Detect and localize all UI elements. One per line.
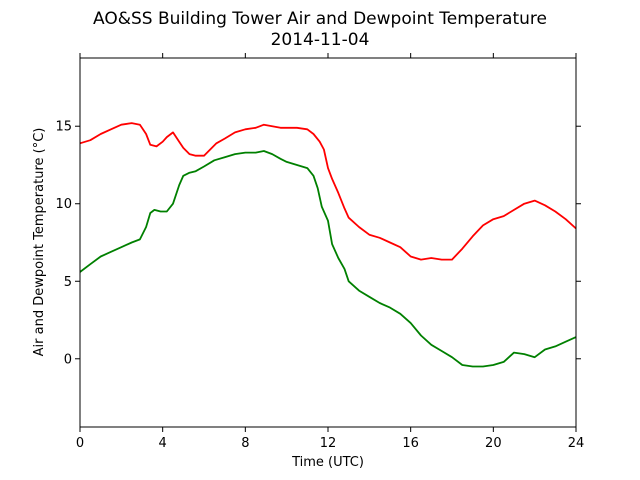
- x-axis-title: Time (UTC): [291, 455, 364, 470]
- series-layer: [79, 122, 577, 368]
- y-axis: 0 5 10 15: [55, 120, 581, 367]
- x-tick-label: 0: [76, 436, 84, 451]
- x-tick-label: 16: [402, 436, 419, 451]
- chart-title: AO&SS Building Tower Air and Dewpoint Te…: [93, 9, 547, 29]
- air-temperature-line: [79, 122, 577, 261]
- y-tick-label: 10: [55, 197, 72, 212]
- x-axis: 0 4 8 12 16 20 24: [76, 53, 584, 451]
- x-tick-label: 4: [159, 436, 167, 451]
- y-axis-title: Air and Dewpoint Temperature (°C): [32, 128, 47, 357]
- dewpoint-temperature-line: [79, 150, 577, 368]
- y-tick-label: 0: [64, 352, 72, 367]
- y-tick-label: 15: [55, 120, 72, 135]
- chart-subtitle: 2014-11-04: [271, 30, 370, 50]
- x-tick-label: 8: [241, 436, 249, 451]
- x-tick-label: 20: [485, 436, 502, 451]
- x-tick-label: 12: [320, 436, 337, 451]
- y-tick-label: 5: [64, 275, 72, 290]
- x-tick-label: 24: [568, 436, 585, 451]
